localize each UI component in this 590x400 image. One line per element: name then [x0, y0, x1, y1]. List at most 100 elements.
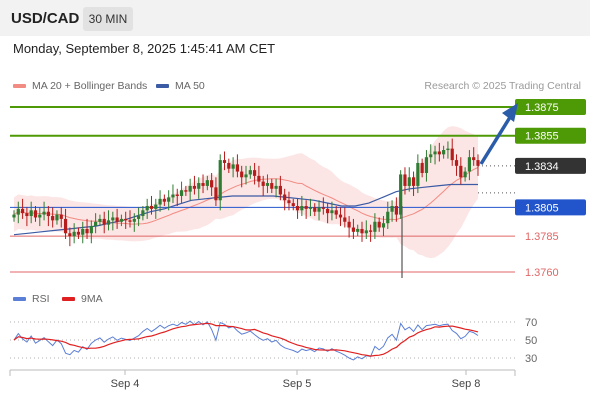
candle-body [210, 180, 214, 188]
candle-body [321, 207, 325, 209]
candle-body [124, 218, 128, 221]
candle-body [381, 223, 386, 228]
legend-rsi-label: RSI [32, 293, 50, 305]
price-level-tag-0 [515, 99, 586, 115]
legend-ma9-label: 9MA [81, 293, 103, 305]
candle-body [472, 157, 476, 161]
candle-body [231, 164, 235, 169]
price-level-tag-1 [515, 127, 586, 144]
candle-body [429, 154, 433, 158]
candle-body [158, 198, 162, 205]
candle-body [149, 206, 154, 209]
chart-datetime: Monday, September 8, 2025 1:45:41 AM CET [13, 41, 276, 56]
candle-body [407, 177, 411, 186]
candle-body [85, 228, 89, 234]
timeframe-button[interactable]: 30 MIN [83, 7, 133, 31]
candle-body [141, 210, 145, 217]
candle-body [399, 174, 403, 215]
candle-body [416, 162, 420, 186]
candle-body [68, 233, 72, 237]
candle-body [63, 218, 68, 234]
candle-body [364, 230, 368, 234]
candle-body [252, 170, 257, 176]
candle-body [390, 206, 394, 212]
candle-body [184, 190, 188, 192]
rsi-level-label-1: 50 [525, 335, 537, 347]
candle-body [265, 183, 270, 186]
candle-body [454, 160, 459, 166]
candle-body [330, 210, 334, 214]
rsi-level-label-0: 70 [525, 317, 537, 329]
candle-body [51, 216, 55, 221]
candle-body [98, 218, 102, 222]
candle-body [167, 197, 171, 202]
price-level-tag-2 [515, 157, 586, 174]
price-level-label-3: 1.3805 [525, 202, 559, 214]
candle-body [283, 194, 287, 201]
x-tick-label-0: Sep 4 [111, 378, 140, 390]
legend-ma50: MA 50 [156, 80, 205, 92]
candle-body [89, 226, 93, 234]
candle-body [467, 157, 472, 172]
candle-body [278, 185, 282, 195]
candle-body [261, 181, 265, 186]
bollinger-swatch [13, 84, 26, 89]
candle-body [334, 210, 338, 215]
candle-body [351, 227, 356, 232]
ma9-swatch [62, 297, 75, 302]
candle-body [214, 187, 218, 201]
candle-body [235, 164, 240, 172]
candle-body [308, 207, 313, 209]
legend-rsi: RSI [13, 293, 50, 305]
rsi-swatch [13, 297, 26, 302]
candle-body [59, 214, 63, 219]
candle-body [205, 180, 209, 186]
candle-body [270, 183, 274, 189]
candle-body [175, 194, 179, 196]
price-level-label-0: 1.3875 [525, 102, 559, 114]
candle-body [154, 204, 158, 209]
candle-body [313, 207, 317, 212]
candle-body [20, 208, 25, 214]
rsi-9ma-line [13, 322, 479, 357]
candle-body [111, 217, 115, 221]
candle-body [394, 206, 398, 215]
candle-body [201, 183, 205, 186]
x-tick-label-1: Sep 5 [283, 378, 312, 390]
legend-bollinger-label: MA 20 + Bollinger Bands [32, 80, 148, 92]
candle-body [222, 160, 227, 163]
candle-body [29, 210, 33, 217]
candle-body [459, 165, 463, 178]
candle-body [343, 217, 347, 222]
candle-body [368, 230, 373, 232]
candle-body [227, 162, 231, 169]
legend-bollinger: MA 20 + Bollinger Bands [13, 80, 147, 92]
candle-body [102, 218, 106, 225]
candle-body [38, 214, 42, 218]
candle-body [136, 216, 141, 219]
candle-body [424, 157, 429, 173]
candle-body [450, 148, 454, 161]
candle-body [76, 231, 81, 235]
symbol-title: USD/CAD [11, 10, 80, 27]
candle-body [437, 151, 441, 155]
candle-body [257, 175, 261, 182]
candle-body [179, 190, 184, 196]
candles-group [12, 138, 480, 247]
candle-body [476, 160, 480, 166]
candle-body [442, 150, 446, 155]
candle-body [338, 214, 343, 218]
candle-body [317, 207, 321, 212]
top-bar: USD/CAD 30 MIN [0, 0, 590, 36]
candle-body [132, 218, 136, 222]
candle-body [240, 171, 244, 178]
candle-body [188, 185, 192, 192]
forecast-arrow-head [502, 103, 518, 122]
candle-body [55, 214, 59, 221]
candle-body [274, 185, 278, 189]
candle-body [192, 185, 197, 189]
candle-body [403, 174, 407, 186]
rsi-line [13, 320, 479, 361]
candle-body [128, 220, 132, 222]
